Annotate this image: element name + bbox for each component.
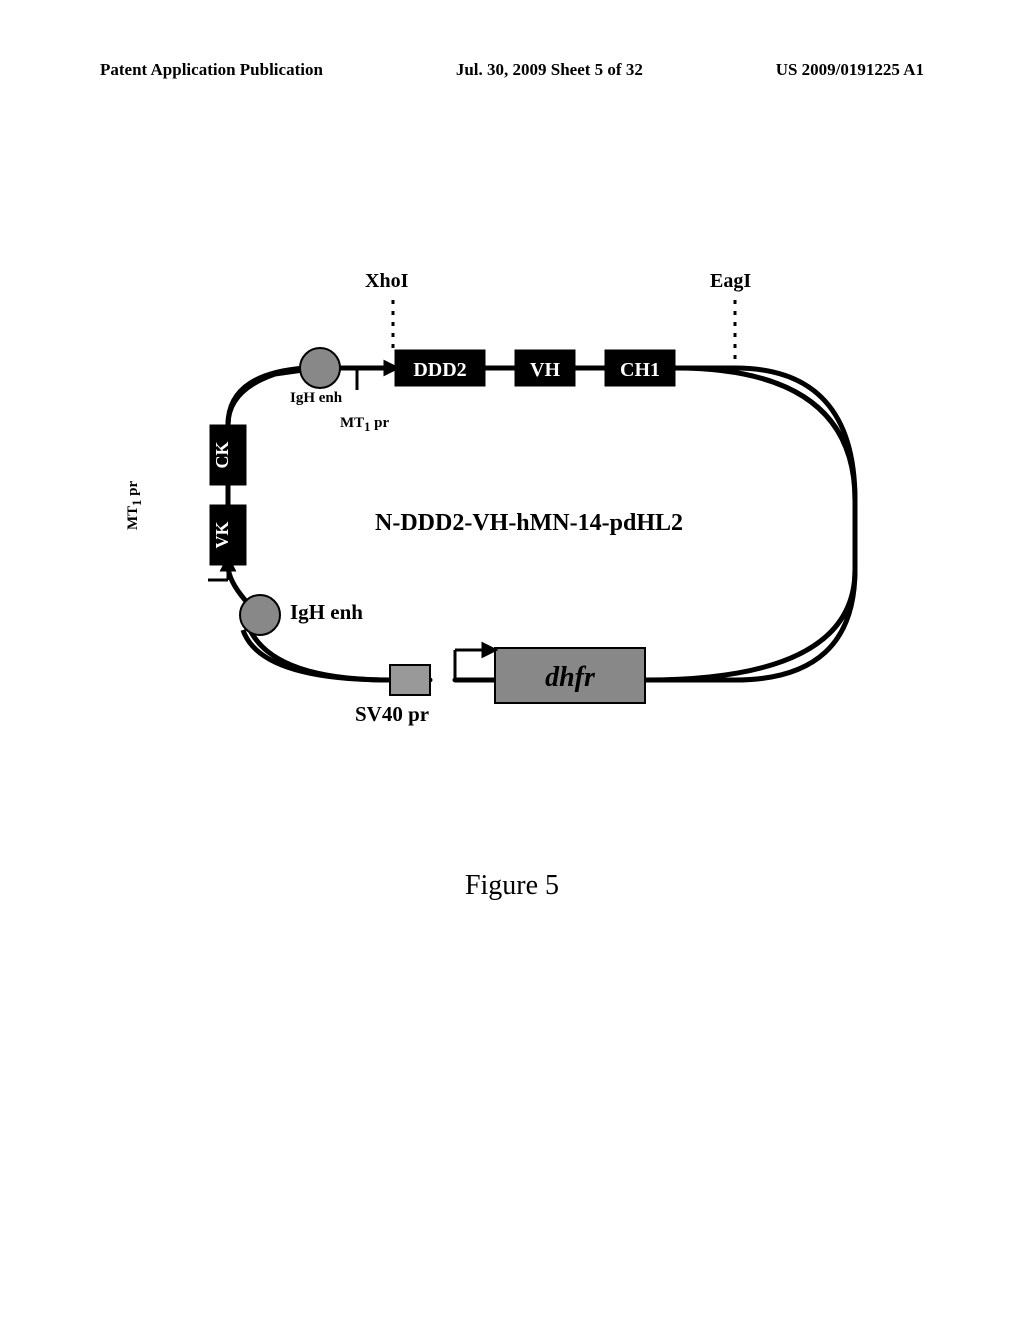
page-header: Patent Application Publication Jul. 30, … bbox=[100, 60, 924, 80]
page: Patent Application Publication Jul. 30, … bbox=[0, 0, 1024, 1320]
plasmid-figure: DDD2 VH CH1 CK VK dhfr XhoI EagI IgH enh… bbox=[95, 270, 935, 790]
label-ch1: CH1 bbox=[620, 359, 660, 381]
header-middle: Jul. 30, 2009 Sheet 5 of 32 bbox=[456, 60, 643, 80]
label-sv40: SV40 pr bbox=[355, 702, 429, 727]
label-igh-enh-left: IgH enh bbox=[290, 600, 363, 625]
plasmid-name: N-DDD2-VH-hMN-14-pdHL2 bbox=[375, 510, 683, 537]
label-vk: VK bbox=[212, 522, 232, 549]
label-ddd2: DDD2 bbox=[413, 359, 466, 381]
label-ck: CK bbox=[212, 442, 232, 469]
figure-caption: Figure 5 bbox=[0, 870, 1024, 902]
label-vh: VH bbox=[530, 359, 560, 381]
promoter-arrow-bottom bbox=[455, 644, 495, 680]
box-sv40 bbox=[390, 665, 430, 695]
label-igh-enh-top: IgH enh bbox=[290, 390, 342, 407]
igh-enh-top bbox=[300, 348, 340, 388]
label-mt1-left: MT1 pr bbox=[125, 481, 145, 530]
header-right: US 2009/0191225 A1 bbox=[776, 60, 924, 80]
header-left: Patent Application Publication bbox=[100, 60, 323, 80]
label-dhfr: dhfr bbox=[545, 662, 596, 693]
igh-enh-left bbox=[240, 595, 280, 635]
label-xhoI: XhoI bbox=[365, 270, 408, 293]
label-mt1-top: MT1 pr bbox=[340, 415, 389, 435]
label-eagI: EagI bbox=[710, 270, 751, 293]
